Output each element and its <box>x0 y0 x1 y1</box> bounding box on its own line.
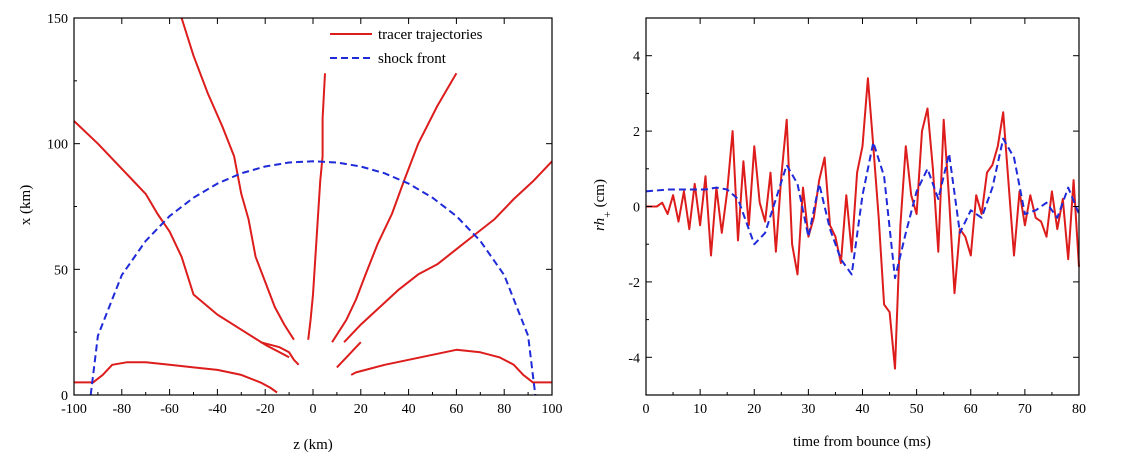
right-axes-frame <box>645 17 1080 396</box>
right-y-axis-label-main: rh <box>592 218 608 231</box>
right-x-tick-label: 50 <box>910 402 924 417</box>
right-x-tick-label: 0 <box>643 402 650 417</box>
left-x-tick-label: -40 <box>208 402 227 417</box>
right-y-tick-label: 2 <box>633 125 640 140</box>
left-x-tick-label: 60 <box>449 402 463 417</box>
left-x-tick-label: 20 <box>354 402 368 417</box>
right-y-tick-label: -2 <box>628 276 640 291</box>
left-x-tick-label: 40 <box>402 402 416 417</box>
right-y-tick-label: -4 <box>628 351 640 366</box>
left-series-line-2 <box>180 17 295 341</box>
left-series-line-7 <box>260 341 300 366</box>
left-x-axis-label: z (km) <box>293 437 333 453</box>
left-x-tick-label: -20 <box>256 402 275 417</box>
left-y-tick-label: 100 <box>47 138 68 153</box>
legend-label-shock: shock front <box>378 51 447 67</box>
left-series-line-5 <box>343 160 553 343</box>
right-chart: 0 10 20 30 40 50 60 70 80 -4 -2 0 2 4 time from bounc… <box>592 17 1086 450</box>
left-series-line-8 <box>336 341 362 369</box>
right-x-axis-label: time from bounce (ms) <box>793 434 931 450</box>
right-x-tick-label: 10 <box>693 402 707 417</box>
left-series-line-0 <box>74 361 278 394</box>
right-x-tick-label: 80 <box>1072 402 1086 417</box>
left-x-tick-label: 100 <box>542 402 563 417</box>
left-x-tick-label: -100 <box>61 402 87 417</box>
left-series-line-9 <box>89 160 537 396</box>
right-x-tick-label: 40 <box>856 402 870 417</box>
right-plot-area: 0 10 20 30 40 50 60 70 80 -4 -2 0 2 4 <box>628 17 1086 417</box>
legend-label-tracer: tracer trajectories <box>378 27 483 43</box>
left-y-tick-label: 0 <box>61 389 68 404</box>
right-series-line-0 <box>646 77 1080 370</box>
left-series-line-6 <box>350 348 552 384</box>
left-y-tick-label: 150 <box>47 12 68 27</box>
left-series-line-3 <box>307 73 326 340</box>
legend: tracer trajectories shock front <box>330 27 483 67</box>
right-x-tick-label: 70 <box>1018 402 1032 417</box>
left-plot-area: -100 -80 -60 -40 -20 0 20 40 60 80 100 0 50 100 150 <box>47 12 563 417</box>
left-x-tick-label: 80 <box>497 402 511 417</box>
left-y-axis-label: x (km) <box>18 185 34 225</box>
left-series-line-1 <box>73 120 290 359</box>
right-x-tick-label: 20 <box>747 402 761 417</box>
right-y-axis-label-sub: + <box>600 211 614 218</box>
right-y-tick-label: 4 <box>633 50 640 65</box>
left-series-line-4 <box>331 72 458 343</box>
right-series-line-1 <box>645 137 1080 280</box>
right-x-tick-label: 30 <box>801 402 815 417</box>
left-chart: -100 -80 -60 -40 -20 0 20 40 60 80 100 0 50 100 150 z … <box>18 12 563 453</box>
left-x-tick-label: 0 <box>310 402 317 417</box>
right-y-tick-label: 0 <box>633 201 640 216</box>
left-axes-frame <box>73 17 553 396</box>
left-y-tick-label: 50 <box>54 263 68 278</box>
right-y-axis-label-unit: (cm) <box>592 179 608 211</box>
left-x-tick-label: -80 <box>112 402 131 417</box>
right-x-tick-label: 60 <box>964 402 978 417</box>
right-y-axis-label: rh+ (cm) <box>592 179 614 231</box>
left-x-tick-label: -60 <box>160 402 179 417</box>
